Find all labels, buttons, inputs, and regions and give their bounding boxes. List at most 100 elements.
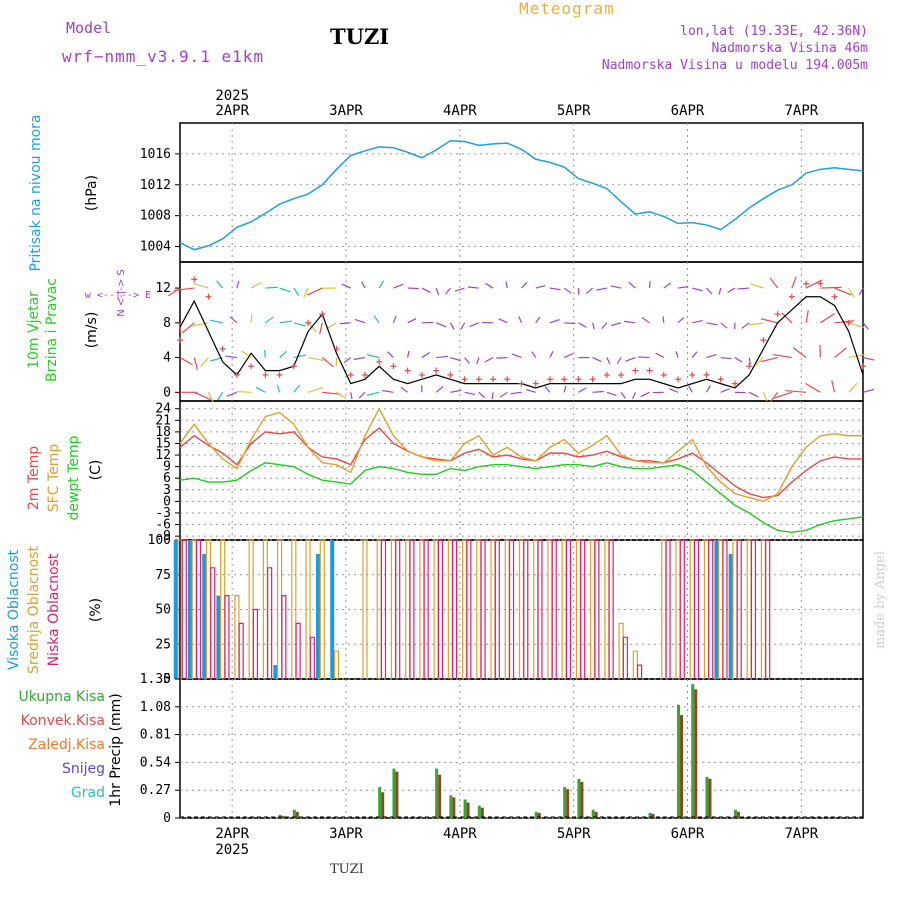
low-cloud-bar xyxy=(395,539,401,679)
wind-barb xyxy=(343,357,352,364)
year-label-top: 2025 xyxy=(215,88,249,104)
low-cloud-bar xyxy=(309,636,315,679)
wind-barb xyxy=(293,287,300,296)
y-tick-label: -9 xyxy=(155,529,171,544)
x-date-label-top: 4APR xyxy=(443,103,477,119)
wind-barb xyxy=(762,392,768,402)
wind-barb xyxy=(319,322,323,335)
wind-barb xyxy=(505,281,508,289)
convective-precip-bar xyxy=(452,797,456,818)
high-cloud-bar xyxy=(273,665,278,679)
y-tick-label: 9 xyxy=(163,460,171,475)
total-precip-bar xyxy=(648,812,652,818)
wind-barb xyxy=(706,322,718,326)
dewpt-line xyxy=(179,462,864,533)
wind-barb xyxy=(193,391,211,401)
wind-barb xyxy=(322,391,342,395)
wind-barb xyxy=(610,322,622,327)
wind-barb xyxy=(734,357,743,363)
wind-barb xyxy=(469,322,480,328)
low-cloud-bar xyxy=(466,539,472,679)
wind-barb xyxy=(407,318,417,324)
wind-barb xyxy=(498,318,508,324)
wind-barb xyxy=(182,322,195,334)
wind-barb xyxy=(706,353,717,359)
wind-barb xyxy=(255,386,266,393)
wind-barb xyxy=(820,286,842,289)
wind-barb xyxy=(677,286,689,289)
wind-barb xyxy=(216,280,224,289)
wind-barb xyxy=(303,287,309,299)
wind-compass-vertical: N <-|-> S xyxy=(116,269,127,317)
y-tick-label: 0.54 xyxy=(140,755,171,770)
wind-barb xyxy=(464,391,476,396)
y-tick-label: 1.08 xyxy=(140,700,171,715)
wind-barb xyxy=(392,315,397,324)
wind-barb xyxy=(276,384,281,393)
y-tick-label: 25 xyxy=(155,637,171,652)
wind-barb xyxy=(791,276,797,289)
wind-barb xyxy=(407,350,410,358)
wind-barb xyxy=(484,357,494,363)
model-name: wrf−nmm_v3.9.1 e1km xyxy=(62,47,265,66)
wind-barb xyxy=(435,386,444,393)
mid-cloud-bar xyxy=(205,539,212,679)
y-tick-label: 1012 xyxy=(140,178,171,193)
convective-precip-bar xyxy=(466,802,470,818)
wind-barb xyxy=(592,357,602,363)
convective-precip-bar xyxy=(438,774,442,818)
convective-precip-bar xyxy=(651,813,655,818)
mid-cloud-bar xyxy=(547,539,553,679)
wind-barb xyxy=(862,356,875,361)
y-tick-label: 1016 xyxy=(140,147,171,162)
wind-barb xyxy=(819,313,835,324)
wind-barb xyxy=(518,316,523,324)
total-precip-bar xyxy=(534,811,538,818)
y-tick-label: 4 xyxy=(163,351,171,366)
wind-barb xyxy=(225,355,237,359)
wind-barb xyxy=(193,283,209,289)
wind-barb xyxy=(578,387,587,393)
wind-barb xyxy=(193,357,199,370)
y-tick-label: -6 xyxy=(155,518,171,533)
low-cloud-bar xyxy=(452,539,458,679)
wind-barb xyxy=(435,322,447,328)
mid-cloud-bar xyxy=(476,539,482,679)
total-precip-bar xyxy=(378,787,382,818)
wind-barb xyxy=(293,322,306,327)
wind-barb xyxy=(293,354,307,359)
y-tick-label: 0 xyxy=(163,385,171,400)
wind-barb xyxy=(236,390,252,393)
convective-precip-bar xyxy=(594,811,598,818)
low-cloud-bar xyxy=(494,539,500,679)
low-cloud-bar xyxy=(295,622,301,679)
total-precip-bar xyxy=(733,809,737,818)
y-tick-label: 24 xyxy=(155,402,171,417)
wind-barb xyxy=(848,322,865,329)
wind-barb xyxy=(848,287,855,299)
wind-barb xyxy=(772,353,792,359)
wind-barb xyxy=(393,283,404,289)
wind-barb xyxy=(805,279,823,289)
wind-title-2: Brzina i Pravac xyxy=(44,278,60,382)
wind-barb xyxy=(692,319,703,324)
wind-barb xyxy=(549,287,561,291)
convective-precip-bar xyxy=(381,792,385,818)
low-cloud-bar xyxy=(594,539,600,679)
convective-precip-bar xyxy=(736,811,740,818)
wind-barb xyxy=(616,357,622,365)
wind-barb xyxy=(596,287,607,291)
wind-barb xyxy=(485,282,494,289)
precip-units: 1hr Precip (mm) xyxy=(108,693,124,806)
x-date-label-bottom: 2APR xyxy=(215,826,249,842)
wind-barb xyxy=(834,347,847,359)
wind-barb xyxy=(638,356,650,359)
low-cloud-bar xyxy=(523,539,529,679)
x-date-label-bottom: 5APR xyxy=(557,826,591,842)
low-cloud-bar xyxy=(679,539,685,679)
wind-barb xyxy=(229,316,238,324)
x-date-label-bottom: 6APR xyxy=(671,826,705,842)
wind-barb xyxy=(624,320,636,324)
y-tick-label: 3 xyxy=(163,483,171,498)
